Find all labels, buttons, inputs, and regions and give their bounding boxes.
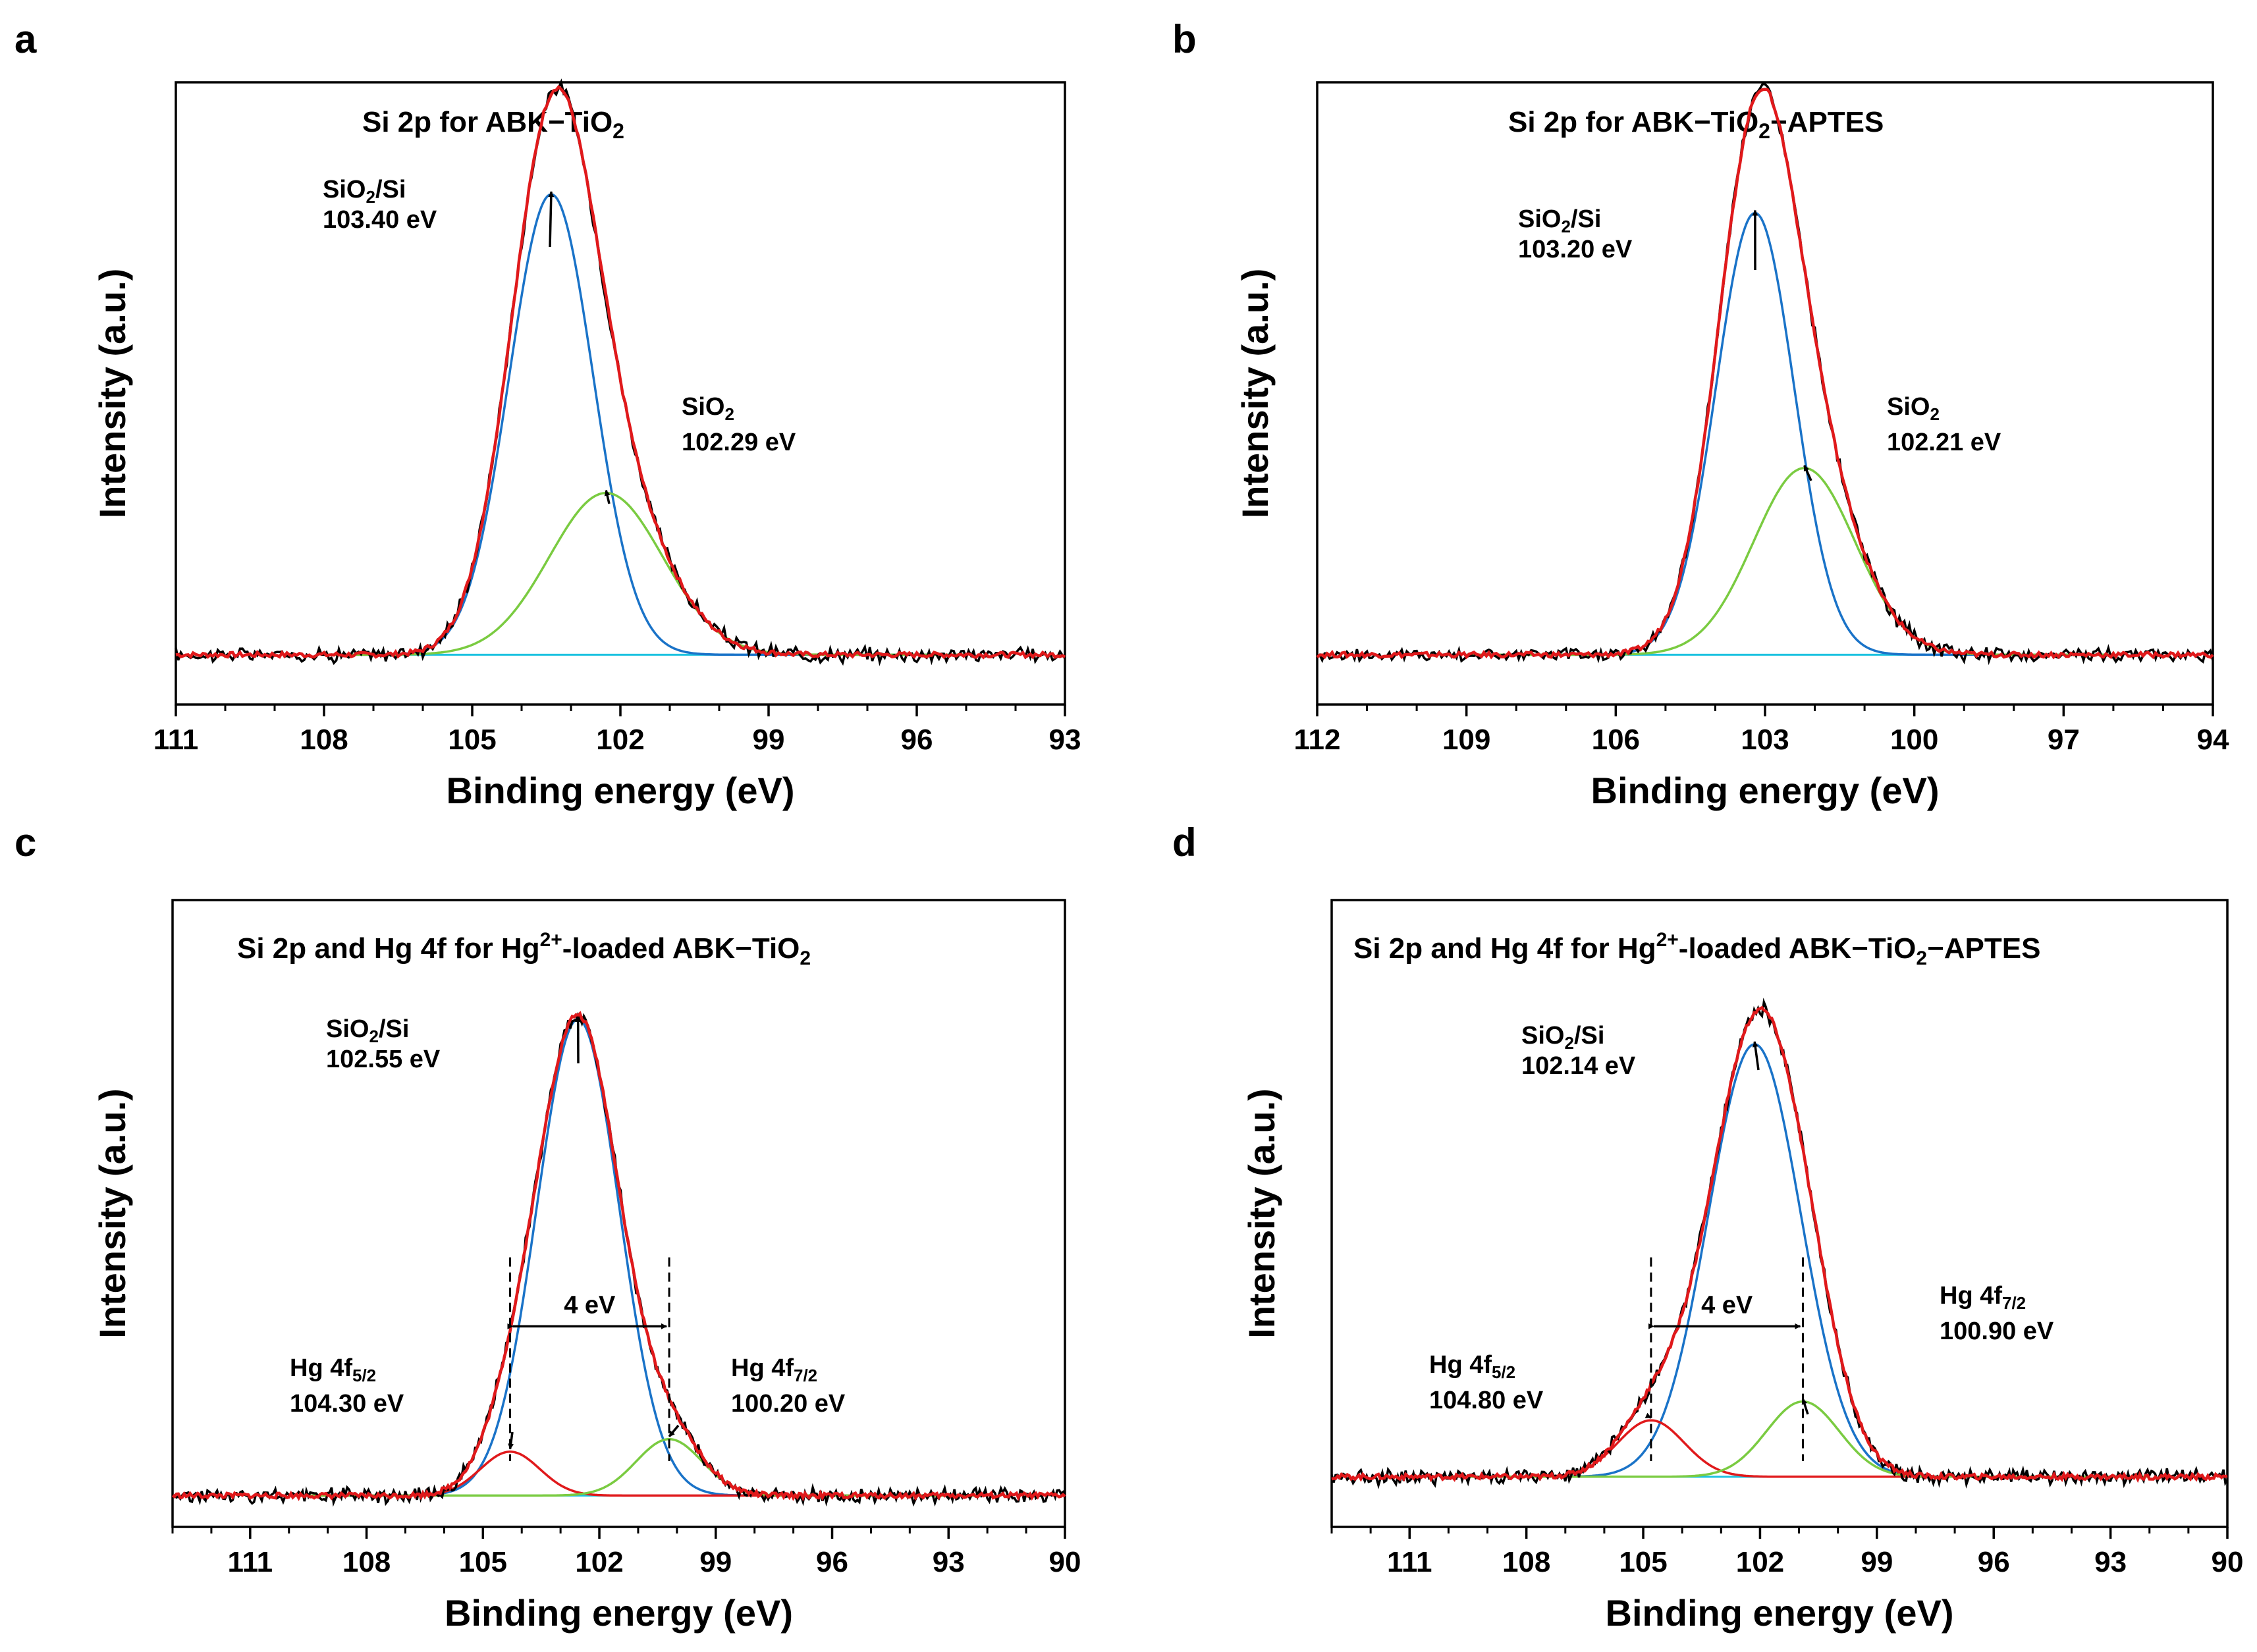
x-tick-label: 111 [153,724,199,756]
annotation-arrow [604,489,611,504]
peak-annotation: SiO2 102.29 eV [682,393,796,456]
x-tick-label: 94 [2197,724,2229,756]
plot-frame [1316,81,2214,706]
plot-frame [175,81,1066,706]
annotation-arrow [1801,1398,1809,1415]
panel-a: a 111 108 105 102 99 96 93 Binding energy (eV) In… [14,17,1081,811]
peak-annotation: SiO2/Si 102.14 eV [1521,1022,1636,1080]
x-tick-label: 102 [596,724,644,756]
component-peak-sio2_si [1466,211,2111,656]
envelope-fit-line [1316,88,2214,660]
panel-label: b [1172,17,1197,61]
panel-d: d 111 108 105 102 99 96 93 90 Binding energy (eV)… [1172,820,2243,1634]
x-tick-label: 99 [753,724,785,756]
panel-label: a [14,17,37,61]
x-tick-label: 102 [575,1546,623,1578]
x-tick-label: 90 [1049,1546,1081,1578]
x-tick-label: 111 [228,1546,273,1578]
peak-annotation: SiO2/Si 102.55 eV [326,1015,441,1073]
x-axis-title: Binding energy (eV) [1591,770,1940,811]
spacing-label: 4 eV [1701,1291,1753,1319]
envelope-fit-line [171,1011,1066,1502]
component-peak-sio2_si [1448,1043,2148,1478]
spacing-label: 4 eV [564,1291,616,1319]
annotation-arrow [548,191,555,248]
x-tick-label: 102 [1736,1546,1784,1578]
x-tick-label: 108 [300,724,348,756]
component-peak-sio2_si [324,193,964,656]
x-axis-title: Binding energy (eV) [447,770,795,811]
x-axis-title: Binding energy (eV) [445,1592,793,1634]
x-axis-title: Binding energy (eV) [1606,1592,1954,1634]
plot-title: Si 2p for ABK−TiO2−APTES [1508,106,1884,143]
x-tick-label: 96 [816,1546,848,1578]
component-peak-hg_4f52 [1448,1419,2148,1478]
plot-frame [171,899,1066,1528]
panel-label: c [14,820,36,865]
x-tick-label: 108 [1502,1546,1550,1578]
annotation-arrow [1752,1041,1760,1071]
y-axis-title: Intensity (a.u.) [92,269,133,519]
peak-annotation: SiO2/Si 103.20 eV [1518,205,1633,263]
x-tick-label: 90 [2212,1546,2244,1578]
x-tick-label: 111 [1387,1546,1432,1578]
plot-title: Si 2p for ABK−TiO2 [362,106,624,143]
x-tick-label: 97 [2048,724,2080,756]
x-tick-label: 112 [1294,724,1341,756]
peak-annotation: SiO2/Si 103.40 eV [323,176,437,234]
envelope-fit-line [1331,1005,2228,1483]
component-peak-sio2_si [288,1018,986,1497]
x-tick-label: 96 [1978,1546,2010,1578]
annotation-arrow [1803,465,1812,481]
x-tick-label: 100 [1890,724,1938,756]
panel-b: b 112 109 106 103 100 97 94 Binding energy (eV) I… [1172,17,2229,811]
x-tick-label: 106 [1592,724,1640,756]
x-tick-label: 93 [933,1546,965,1578]
plot-frame [1330,899,2229,1528]
component-peak-sio2 [1466,467,2111,656]
annotation-arrow [1645,1412,1652,1419]
peak-annotation: Hg 4f7/2 100.90 eV [1940,1282,2054,1345]
x-tick-label: 103 [1741,724,1789,756]
raw-data-line [172,1011,1066,1507]
y-axis-title: Intensity (a.u.) [1234,269,1276,519]
panel-c: c 111 108 105 102 99 96 93 90 Binding energy (eV)… [14,820,1081,1634]
y-axis-title: Intensity (a.u.) [1241,1088,1282,1339]
envelope-fit-line [175,84,1066,660]
component-peak-sio2 [324,491,964,656]
x-tick-label: 99 [699,1546,732,1578]
annotation-arrow [668,1424,680,1437]
panel-label: d [1172,820,1197,865]
x-tick-label: 105 [448,724,496,756]
component-peak-hg_4f72 [1448,1400,2148,1478]
plot-title: Si 2p and Hg 4f for Hg2+-loaded ABK−TiO2 [237,929,811,969]
component-peak-hg_4f72 [288,1437,986,1497]
peak-annotation: Hg 4f5/2 104.30 eV [290,1354,404,1418]
annotation-arrow [508,1431,514,1450]
x-tick-label: 93 [2094,1546,2127,1578]
peak-annotation: Hg 4f7/2 100.20 eV [731,1354,846,1418]
raw-data-line [1316,83,2214,666]
x-tick-label: 105 [1619,1546,1667,1578]
x-tick-label: 99 [1861,1546,1893,1578]
x-tick-label: 93 [1049,724,1081,756]
x-tick-label: 105 [459,1546,507,1578]
x-tick-label: 109 [1442,724,1490,756]
y-axis-title: Intensity (a.u.) [92,1088,133,1339]
x-tick-label: 108 [342,1546,391,1578]
peak-annotation: Hg 4f5/2 104.80 eV [1429,1351,1544,1414]
x-tick-label: 96 [901,724,933,756]
plot-title: Si 2p and Hg 4f for Hg2+-loaded ABK−TiO2… [1353,929,2040,969]
peak-annotation: SiO2 102.21 eV [1887,393,2001,456]
